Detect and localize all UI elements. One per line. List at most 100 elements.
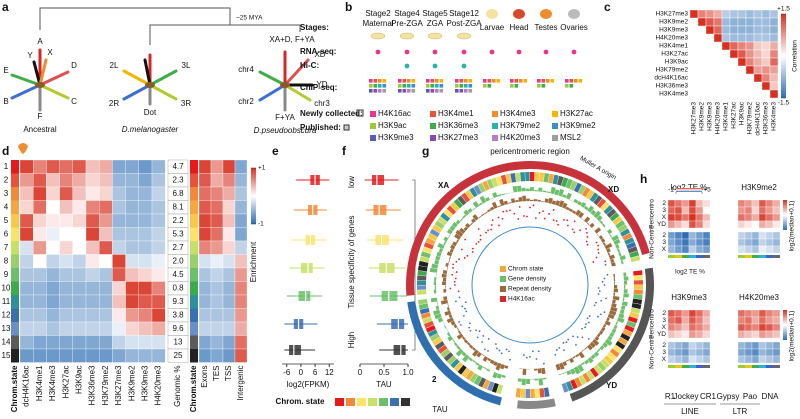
- mark-swatch: [370, 111, 376, 117]
- heatmap-cell: [85, 308, 100, 323]
- state-swatch: [190, 173, 198, 187]
- h4k16ac-point: [458, 296, 461, 299]
- h4k16ac-point: [485, 231, 487, 234]
- heatmap-cell: [758, 231, 767, 240]
- correlation-cell: [737, 33, 747, 43]
- stage-phase: Maternal: [362, 19, 393, 28]
- gene-density: [554, 189, 560, 196]
- heatmap-cell: [744, 309, 753, 318]
- state-swatch: [190, 349, 198, 363]
- repeat-density: [584, 346, 588, 350]
- rna-seq-dot: [571, 49, 577, 55]
- chrom-state-segment: [443, 208, 454, 219]
- chip-seq-square: [398, 84, 402, 88]
- tissue-icon: [540, 9, 552, 19]
- chip-seq-square: [430, 84, 435, 88]
- state-swatch: [11, 335, 19, 349]
- embryo-icon: [427, 32, 443, 40]
- h4k16ac-point: [458, 258, 460, 261]
- gene-density: [562, 194, 567, 199]
- heatmap-cell: [234, 294, 248, 309]
- heatmap-cell: [33, 200, 47, 215]
- repeat-density: [491, 201, 498, 209]
- column-label: H3K4me1: [35, 365, 44, 401]
- heatmap-cell: [151, 308, 166, 323]
- h4k16ac-point: [548, 212, 550, 215]
- gene-density: [583, 205, 589, 211]
- heatmap-cell: [112, 227, 126, 242]
- heatmap-cell: [72, 335, 87, 350]
- class-strip: [696, 365, 703, 368]
- heatmap-cell: [46, 227, 60, 242]
- heatmap-cell: [758, 238, 767, 247]
- chrom-state-segment: [437, 216, 448, 226]
- column-label: TES: [212, 366, 221, 382]
- karyotype-name: D.melanogaster: [122, 125, 179, 134]
- gene-density: [437, 317, 444, 323]
- tissue-label: Head: [509, 23, 528, 32]
- heatmap-cell: [125, 173, 139, 188]
- genomic-value: 0.8: [172, 283, 184, 292]
- repeat-density: [594, 336, 600, 341]
- chromosome-arm: [10, 83, 42, 100]
- heatmap-cell: [59, 281, 73, 296]
- mark-swatch: [430, 135, 436, 141]
- chromosome-arm: [38, 83, 70, 100]
- tissue-icon: [486, 9, 498, 19]
- heatmap-cell: [72, 240, 87, 255]
- gene-density: [501, 374, 506, 379]
- class-strip: [738, 255, 745, 258]
- correlation-cell: [745, 65, 755, 75]
- gene-density: [468, 357, 473, 362]
- chromosome-band: [569, 267, 654, 402]
- heatmap-cell: [210, 294, 224, 309]
- chromosome-label: X: [47, 48, 53, 57]
- heatmap-cell: [72, 281, 87, 296]
- correlation-cell: [753, 73, 763, 83]
- legend-label: Published:: [300, 123, 341, 132]
- repeat-density: [450, 244, 456, 250]
- chrom-state-segment: [425, 325, 436, 333]
- chrom-state-segment: [473, 375, 482, 386]
- genomic-value: 2.3: [172, 175, 184, 184]
- chrom-state-segment: [627, 316, 638, 324]
- row-label: H4K20me3: [655, 35, 688, 42]
- gene-density: [462, 214, 467, 219]
- class-strip: [745, 365, 752, 368]
- h4k16ac-point: [557, 223, 559, 226]
- heatmap-cell: [744, 316, 753, 325]
- repeat-density: [455, 239, 459, 243]
- gene-density: [623, 289, 628, 294]
- heatmap-cell: [112, 294, 126, 309]
- h4k16ac-point: [508, 350, 510, 353]
- heatmap-cell: [72, 186, 87, 201]
- correlation-cell: [753, 57, 763, 67]
- chrom-state-segment: [417, 265, 428, 272]
- heatmap-cell: [112, 308, 126, 323]
- heatmap-cell: [72, 294, 87, 309]
- heatmap-cell: [695, 309, 704, 318]
- chrom-state-segment: [453, 198, 463, 209]
- h4k16ac-point: [584, 323, 587, 326]
- heatmap-cell: [751, 330, 760, 339]
- heatmap-cell: [765, 213, 774, 222]
- chromosome-label: Dot: [144, 108, 157, 117]
- heatmap-cell: [702, 309, 711, 318]
- h4k16ac-point: [498, 224, 500, 227]
- row-number: 10: [2, 283, 11, 292]
- heatmap-cell: [19, 173, 34, 188]
- chromosome-label: 3L: [182, 61, 191, 70]
- heatmap-cell: [772, 316, 781, 325]
- heatmap-cell: [112, 281, 126, 296]
- heatmap-cell: [33, 227, 47, 242]
- heatmap-cell: [151, 294, 166, 309]
- correlation-cell: [745, 33, 755, 43]
- chrom-state-segment: [418, 303, 429, 310]
- heatmap-cell: [751, 245, 760, 254]
- heatmap-cell: [688, 355, 697, 364]
- heatmap-cell: [744, 199, 753, 208]
- h4k16ac-point: [496, 347, 498, 350]
- gene-density: [615, 320, 619, 326]
- repeat-density: [487, 357, 492, 362]
- h4k16ac-point: [586, 317, 589, 320]
